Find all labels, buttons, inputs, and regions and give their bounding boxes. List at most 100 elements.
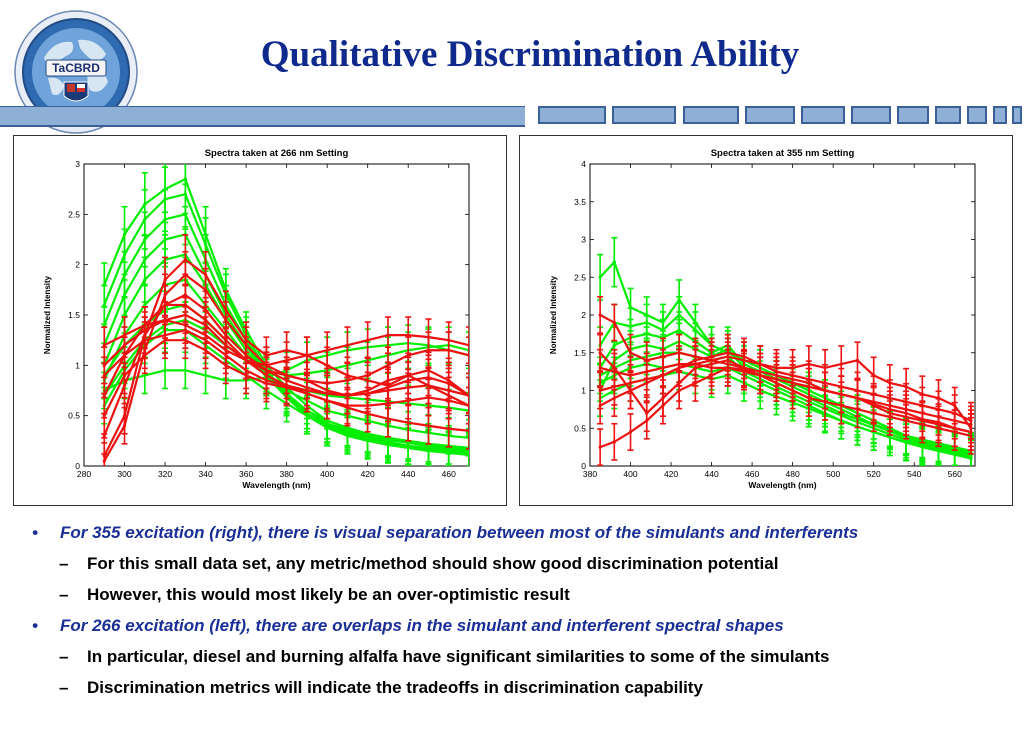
interferent-data-point: [598, 366, 602, 370]
interferent-series-line: [599, 351, 972, 437]
interferent-data-point: [628, 430, 633, 434]
y-axis-label: Normalized Intensity: [549, 275, 558, 354]
interferent-data-point: [345, 343, 350, 347]
sub-bullet-text: However, this would most likely be an ov…: [87, 585, 570, 604]
simulant-data-point: [143, 278, 147, 282]
simulant-data-point: [102, 323, 106, 327]
simulant-data-point: [305, 414, 309, 418]
interferent-data-point: [143, 338, 147, 342]
header-band-segment: [538, 106, 606, 124]
x-tick-label: 400: [320, 469, 334, 479]
y-tick-label: 2.5: [574, 272, 586, 282]
simulant-data-point: [920, 444, 924, 448]
y-tick-label: 1.5: [574, 348, 586, 358]
y-tick-label: 1.5: [68, 310, 80, 320]
simulant-data-point: [345, 428, 350, 432]
x-tick-label: 280: [77, 469, 91, 479]
y-tick-label: 2: [581, 310, 586, 320]
interferent-data-point: [102, 393, 106, 398]
interferent-data-point: [628, 351, 633, 355]
interferent-data-point: [661, 404, 665, 408]
interferent-data-point: [612, 320, 616, 325]
simulant-data-point: [163, 368, 167, 372]
interferent-data-point: [122, 424, 127, 428]
interferent-data-point: [163, 333, 167, 337]
y-tick-label: 2.5: [68, 209, 80, 219]
simulant-data-point: [612, 260, 616, 264]
interferent-data-point: [791, 381, 795, 385]
dash-icon: –: [59, 585, 69, 604]
bullet-dot-icon: •: [32, 616, 38, 635]
y-tick-label: 0: [75, 461, 80, 471]
header-band-segment: [935, 106, 961, 124]
chart-panel-266: Spectra taken at 266 nm Setting Wavelengt…: [13, 135, 507, 506]
simulant-data-point: [888, 435, 892, 439]
simulant-data-point: [598, 275, 602, 279]
interferent-data-point: [386, 333, 390, 337]
interferent-data-point: [447, 338, 451, 342]
bullet-item: • For 266 excitation (left), there are ov…: [32, 616, 1012, 636]
x-tick-label: 360: [239, 469, 253, 479]
interferent-data-point: [386, 363, 390, 367]
spectra-chart-355: Spectra taken at 355 nm Setting Wavelengt…: [549, 148, 976, 490]
spectra-chart-266: Spectra taken at 266 nm Setting Wavelengt…: [43, 148, 470, 490]
interferent-data-point: [345, 393, 350, 398]
chart-title: Spectra taken at 355 nm Setting: [711, 148, 855, 159]
interferent-data-point: [406, 353, 410, 357]
y-axis-label: Normalized Intensity: [43, 275, 52, 354]
simulant-data-point: [183, 368, 187, 372]
simulant-data-point: [122, 313, 127, 317]
y-tick-label: 1: [581, 386, 586, 396]
simulant-data-point: [366, 434, 370, 438]
simulant-data-point: [203, 373, 208, 377]
y-tick-label: 4: [581, 159, 586, 169]
simulant-data-point: [386, 438, 390, 442]
interferent-data-point: [872, 400, 876, 404]
y-tick-label: 3.5: [574, 197, 586, 207]
interferent-data-point: [366, 391, 370, 396]
sub-bullet-text: Discrimination metrics will indicate the…: [87, 678, 703, 697]
header-band-segment: [1012, 106, 1022, 124]
interferent-data-point: [677, 362, 681, 366]
x-tick-label: 420: [361, 469, 375, 479]
bullet-text: For 266 excitation (left), there are ove…: [60, 616, 784, 635]
simulant-data-point: [904, 440, 908, 444]
header-band-segment: [801, 106, 845, 124]
interferent-data-point: [447, 427, 451, 431]
interferent-data-point: [612, 440, 616, 444]
interferent-data-point: [224, 353, 228, 357]
x-tick-label: 420: [664, 469, 678, 479]
interferent-series-line: [599, 351, 972, 422]
header-band-segment: [612, 106, 676, 124]
y-tick-label: 1: [75, 360, 80, 370]
x-tick-label: 440: [401, 469, 415, 479]
x-tick-label: 440: [704, 469, 718, 479]
tacbrd-logo: TaCBRD: [14, 10, 138, 134]
interferent-data-point: [953, 419, 957, 423]
interferent-data-point: [598, 445, 602, 449]
interferent-data-point: [839, 362, 843, 366]
interferent-data-point: [807, 385, 811, 389]
logo-text: TaCBRD: [52, 61, 100, 75]
interferent-data-point: [366, 338, 370, 342]
chart-panel-355: Spectra taken at 355 nm Setting Wavelengt…: [519, 135, 1013, 506]
bullet-list: • For 355 excitation (right), there is vi…: [32, 523, 1012, 709]
interferent-data-point: [467, 429, 469, 433]
bullet-text: For 355 excitation (right), there is vis…: [60, 523, 859, 542]
chart-title: Spectra taken at 266 nm Setting: [205, 148, 349, 159]
interferent-data-point: [285, 358, 289, 362]
interferent-data-point: [426, 383, 431, 388]
interferent-data-point: [904, 407, 908, 411]
interferent-data-point: [888, 404, 892, 408]
header-band-segment: [745, 106, 795, 124]
x-tick-label: 540: [907, 469, 921, 479]
dash-icon: –: [59, 678, 69, 697]
simulant-data-point: [143, 303, 147, 307]
x-tick-label: 500: [826, 469, 840, 479]
x-tick-label: 380: [280, 469, 294, 479]
x-tick-label: 480: [786, 469, 800, 479]
simulant-data-point: [325, 422, 329, 426]
y-tick-label: 3: [581, 235, 586, 245]
x-tick-label: 300: [117, 469, 131, 479]
x-tick-label: 460: [745, 469, 759, 479]
